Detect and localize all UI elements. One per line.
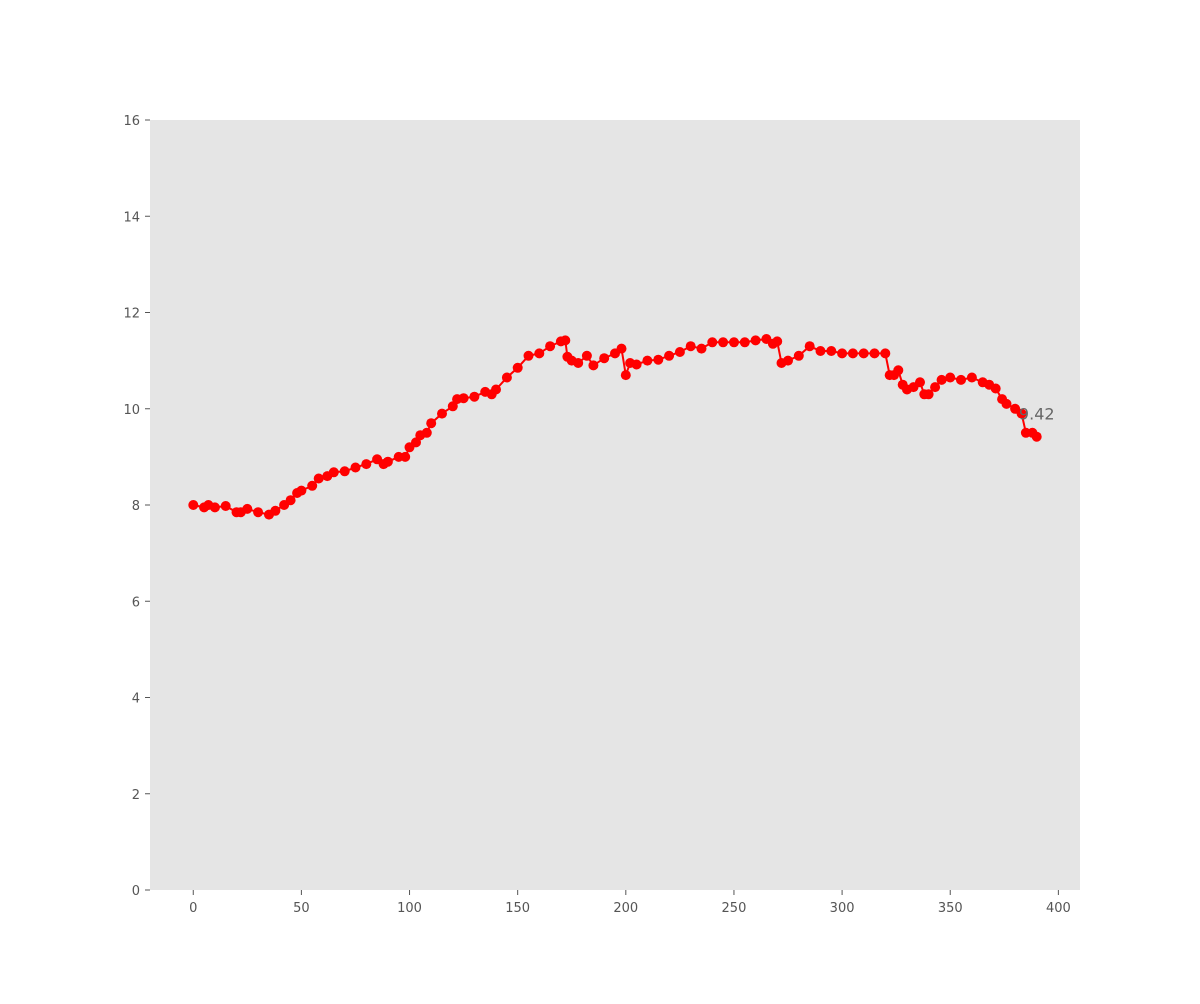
- y-tick-label: 2: [132, 788, 140, 803]
- y-tick-label: 8: [132, 499, 140, 514]
- y-tick-label: 12: [123, 307, 140, 322]
- data-point: [285, 495, 296, 506]
- data-point: [447, 401, 458, 412]
- data-point: [685, 341, 696, 352]
- data-point: [545, 341, 556, 352]
- data-point: [936, 374, 947, 385]
- data-point: [361, 459, 372, 470]
- data-point: [411, 437, 421, 448]
- data-point: [858, 348, 869, 359]
- data-point: [847, 348, 858, 359]
- data-point: [945, 372, 956, 383]
- x-tick-label: 50: [293, 901, 310, 916]
- data-point: [421, 427, 432, 438]
- data-point: [339, 466, 350, 477]
- data-point: [956, 374, 966, 385]
- data-point: [616, 343, 627, 354]
- x-tick-label: 200: [613, 901, 638, 916]
- data-point: [718, 337, 729, 348]
- data-point: [923, 389, 934, 400]
- data-point: [966, 372, 977, 383]
- data-point: [1001, 398, 1012, 409]
- data-point: [826, 346, 837, 356]
- y-tick-label: 0: [132, 884, 140, 899]
- data-point: [307, 480, 318, 491]
- data-point: [560, 335, 571, 346]
- data-point: [588, 360, 599, 371]
- x-tick-label: 250: [722, 901, 747, 916]
- axes: 0 50 100 150 200 250 300 350 400 0 2 4 6 8 10 12 14 16: [123, 114, 1070, 916]
- data-point: [458, 393, 469, 404]
- last-value-annotation: 9.42: [1019, 405, 1055, 424]
- y-tick-label: 16: [123, 114, 140, 129]
- series-layer: [188, 334, 1042, 520]
- data-point: [242, 503, 253, 514]
- data-point: [581, 350, 592, 361]
- data-point: [426, 418, 437, 429]
- data-point: [296, 485, 307, 496]
- data-point: [653, 354, 664, 365]
- data-point: [739, 337, 750, 348]
- y-tick-label: 6: [132, 595, 140, 610]
- y-tick-label: 10: [123, 403, 140, 418]
- data-point: [990, 383, 1001, 394]
- data-point: [313, 473, 324, 484]
- data-point: [804, 341, 815, 352]
- data-point: [253, 507, 264, 518]
- data-point: [534, 348, 545, 359]
- data-point: [573, 358, 584, 368]
- data-point: [729, 337, 739, 348]
- data-point: [328, 467, 339, 478]
- data-point: [793, 350, 804, 361]
- plot-area-background: [150, 120, 1080, 890]
- data-point: [930, 382, 941, 393]
- data-point: [382, 456, 393, 467]
- x-tick-label: 350: [938, 901, 963, 916]
- data-point: [220, 501, 231, 511]
- data-point: [696, 343, 707, 354]
- data-point: [1031, 431, 1042, 442]
- data-point: [642, 355, 653, 366]
- data-point: [620, 370, 631, 381]
- x-tick-label: 100: [397, 901, 422, 916]
- x-tick-label: 300: [830, 901, 855, 916]
- data-point: [915, 377, 925, 388]
- data-point: [270, 505, 281, 516]
- data-point: [664, 350, 675, 361]
- y-tick-label: 14: [123, 210, 140, 225]
- data-point: [783, 355, 793, 366]
- data-point: [869, 348, 880, 359]
- x-tick-label: 150: [505, 901, 530, 916]
- data-point: [523, 350, 534, 361]
- data-point: [209, 502, 220, 513]
- data-point: [837, 348, 848, 359]
- data-point: [815, 346, 826, 356]
- y-tick-label: 4: [132, 692, 140, 707]
- data-point: [750, 335, 761, 346]
- data-point: [1016, 408, 1027, 419]
- data-point: [893, 365, 904, 376]
- data-point: [469, 391, 480, 402]
- x-tick-label: 0: [189, 901, 197, 916]
- data-point: [880, 348, 891, 359]
- data-point: [707, 337, 718, 348]
- data-point: [599, 353, 610, 364]
- data-point: [512, 362, 523, 373]
- data-point: [491, 384, 501, 395]
- data-point: [501, 372, 512, 383]
- data-point: [631, 359, 642, 370]
- data-point: [674, 347, 685, 357]
- data-point: [400, 451, 411, 462]
- data-point: [772, 336, 783, 347]
- x-tick-label: 400: [1046, 901, 1071, 916]
- data-point: [188, 500, 199, 510]
- data-point: [437, 408, 447, 419]
- data-point: [350, 462, 361, 473]
